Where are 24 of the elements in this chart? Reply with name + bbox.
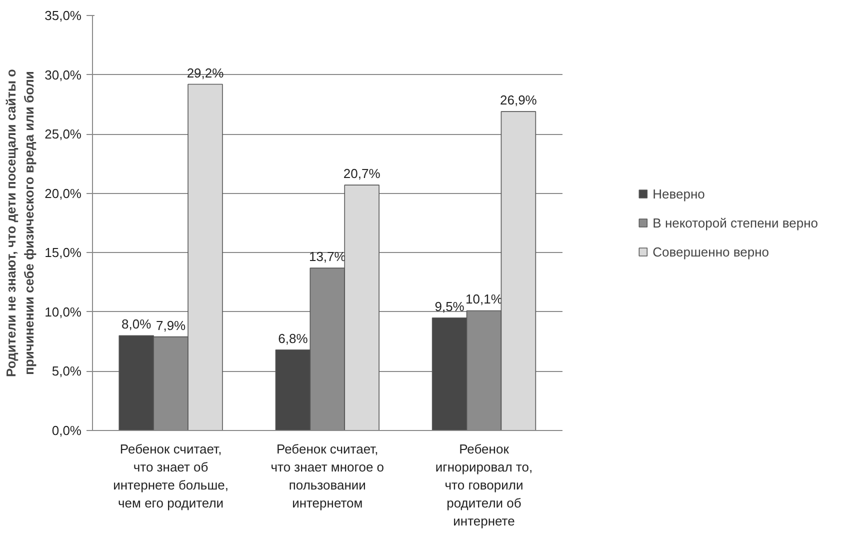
legend-label: Неверно bbox=[652, 186, 705, 201]
x-tick-label: Ребенок считает, что знает об интернете больше, чем его родители bbox=[113, 442, 228, 510]
data-label: 26,9% bbox=[500, 92, 538, 108]
y-tick-label: 0,0% bbox=[52, 423, 82, 438]
data-label: 9,5% bbox=[434, 298, 465, 314]
legend-label: Совершенно верно bbox=[652, 244, 769, 259]
x-tick-label: Ребенок игнорировал то, что говорили родители об интернете bbox=[435, 442, 533, 528]
data-label: 7,9% bbox=[156, 318, 186, 333]
legend-label: В некоторой степени верно bbox=[652, 215, 818, 230]
x-tick-label: Ребенок считает, что знает многое о пользовании интернетом bbox=[270, 442, 384, 510]
y-tick-label: 25,0% bbox=[44, 126, 82, 142]
y-tick-label: 10,0% bbox=[44, 304, 82, 320]
data-label: 8,0% bbox=[122, 316, 152, 332]
data-label: 13,7% bbox=[308, 249, 346, 264]
y-axis-title: Родители не знают, что дети посещали сайты о причинении себе физического вреда или боли bbox=[4, 68, 37, 377]
y-tick-label: 30,0% bbox=[44, 67, 82, 82]
y-tick-label: 15,0% bbox=[44, 245, 82, 260]
data-label: 29,2% bbox=[186, 65, 224, 80]
y-tick-label: 35,0% bbox=[44, 8, 82, 23]
data-label: 10,1% bbox=[466, 292, 503, 307]
y-tick-label: 20,0% bbox=[44, 186, 82, 201]
data-label: 20,7% bbox=[343, 166, 381, 182]
y-tick-label: 5,0% bbox=[52, 364, 82, 379]
data-label: 6,8% bbox=[278, 330, 308, 346]
